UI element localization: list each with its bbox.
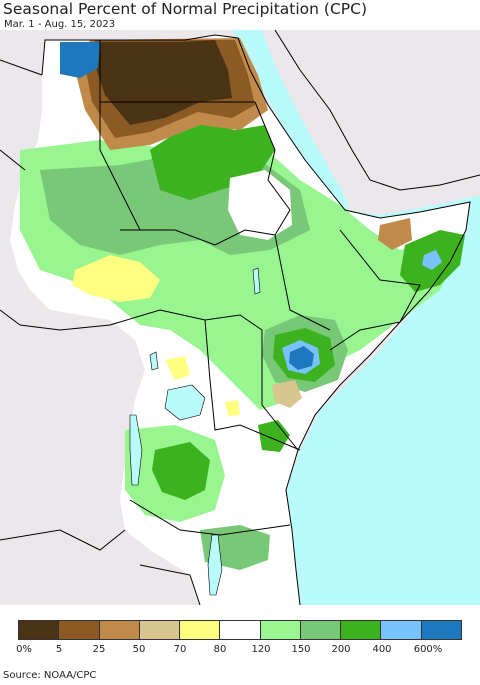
legend-swatch <box>220 621 261 639</box>
legend-swatch <box>421 621 461 639</box>
country-borders <box>0 30 480 605</box>
precip-fields <box>20 38 465 570</box>
legend-swatch <box>180 621 221 639</box>
red-sea <box>232 30 350 220</box>
dark-green-tanzania <box>152 442 210 500</box>
green-east-kenya <box>258 420 290 452</box>
legend-label: 0% <box>16 644 32 655</box>
source-credit: Source: NOAA/CPC <box>3 670 97 681</box>
border-south-africa <box>0 529 201 605</box>
legend-label: 70 <box>173 644 187 655</box>
lake-malawi <box>207 534 223 596</box>
lake-albert <box>149 351 159 371</box>
map-subtitle: Mar. 1 - Aug. 15, 2023 <box>4 19 116 30</box>
legend-label: 5 <box>55 644 63 655</box>
border-chad-sudan <box>99 40 141 231</box>
legend-swatch <box>260 621 301 639</box>
border-ethiopia-kenya <box>274 234 331 331</box>
legend-swatch <box>139 621 181 639</box>
legend-label: 150 <box>291 644 311 655</box>
sahara-driest <box>95 40 232 125</box>
yellow-car <box>72 255 160 302</box>
legend-label: 120 <box>251 644 271 655</box>
legend-colorbar <box>18 620 462 640</box>
legend-swatch <box>19 621 60 639</box>
border-sudan-ethiopia <box>254 101 291 236</box>
border-tanzania-south <box>129 499 291 536</box>
legend-label: 50 <box>132 644 146 655</box>
legend-swatch <box>300 621 342 639</box>
precipitation-map <box>0 30 480 605</box>
legend-swatch <box>59 621 100 639</box>
arabia-coast <box>274 30 480 191</box>
border-west <box>0 59 43 326</box>
legend-label: 80 <box>213 644 227 655</box>
lake-tanganyika <box>129 414 143 486</box>
blue-kenya <box>289 346 314 370</box>
yellow-uganda <box>225 400 240 416</box>
legend-label: 25 <box>92 644 106 655</box>
blue-libya-corner <box>60 42 100 78</box>
brown-somalia-tip <box>378 218 412 250</box>
legend-label: 600% <box>413 644 443 655</box>
white-ethiopia <box>228 170 292 240</box>
border-drc-uganda-tanzania <box>204 319 301 451</box>
lakes <box>129 267 261 596</box>
border-ethiopia-somalia <box>329 229 421 351</box>
yellow-drc <box>165 356 190 380</box>
lake-turkana <box>252 267 261 295</box>
border-car-drc <box>19 309 161 331</box>
legend-labels: 0% 5 25 50 70 80 120 150 200 400 600% <box>0 644 480 658</box>
tan-kenya-coast <box>272 380 302 408</box>
border-southsudan-drc-uganda <box>159 309 263 331</box>
legend-label: 400 <box>372 644 392 655</box>
legend-swatch <box>381 621 422 639</box>
legend-swatch <box>341 621 382 639</box>
legend-swatch <box>99 621 140 639</box>
map-title: Seasonal Percent of Normal Precipitation… <box>3 0 368 18</box>
lake-victoria <box>164 384 206 421</box>
border-sudan-southsudan <box>120 229 276 246</box>
light-blue-somalia <box>422 250 442 270</box>
legend-label: 200 <box>331 644 351 655</box>
border-kenya-tanzania <box>261 330 299 451</box>
outer-analysis-border <box>41 34 471 605</box>
indian-ocean <box>286 200 480 605</box>
